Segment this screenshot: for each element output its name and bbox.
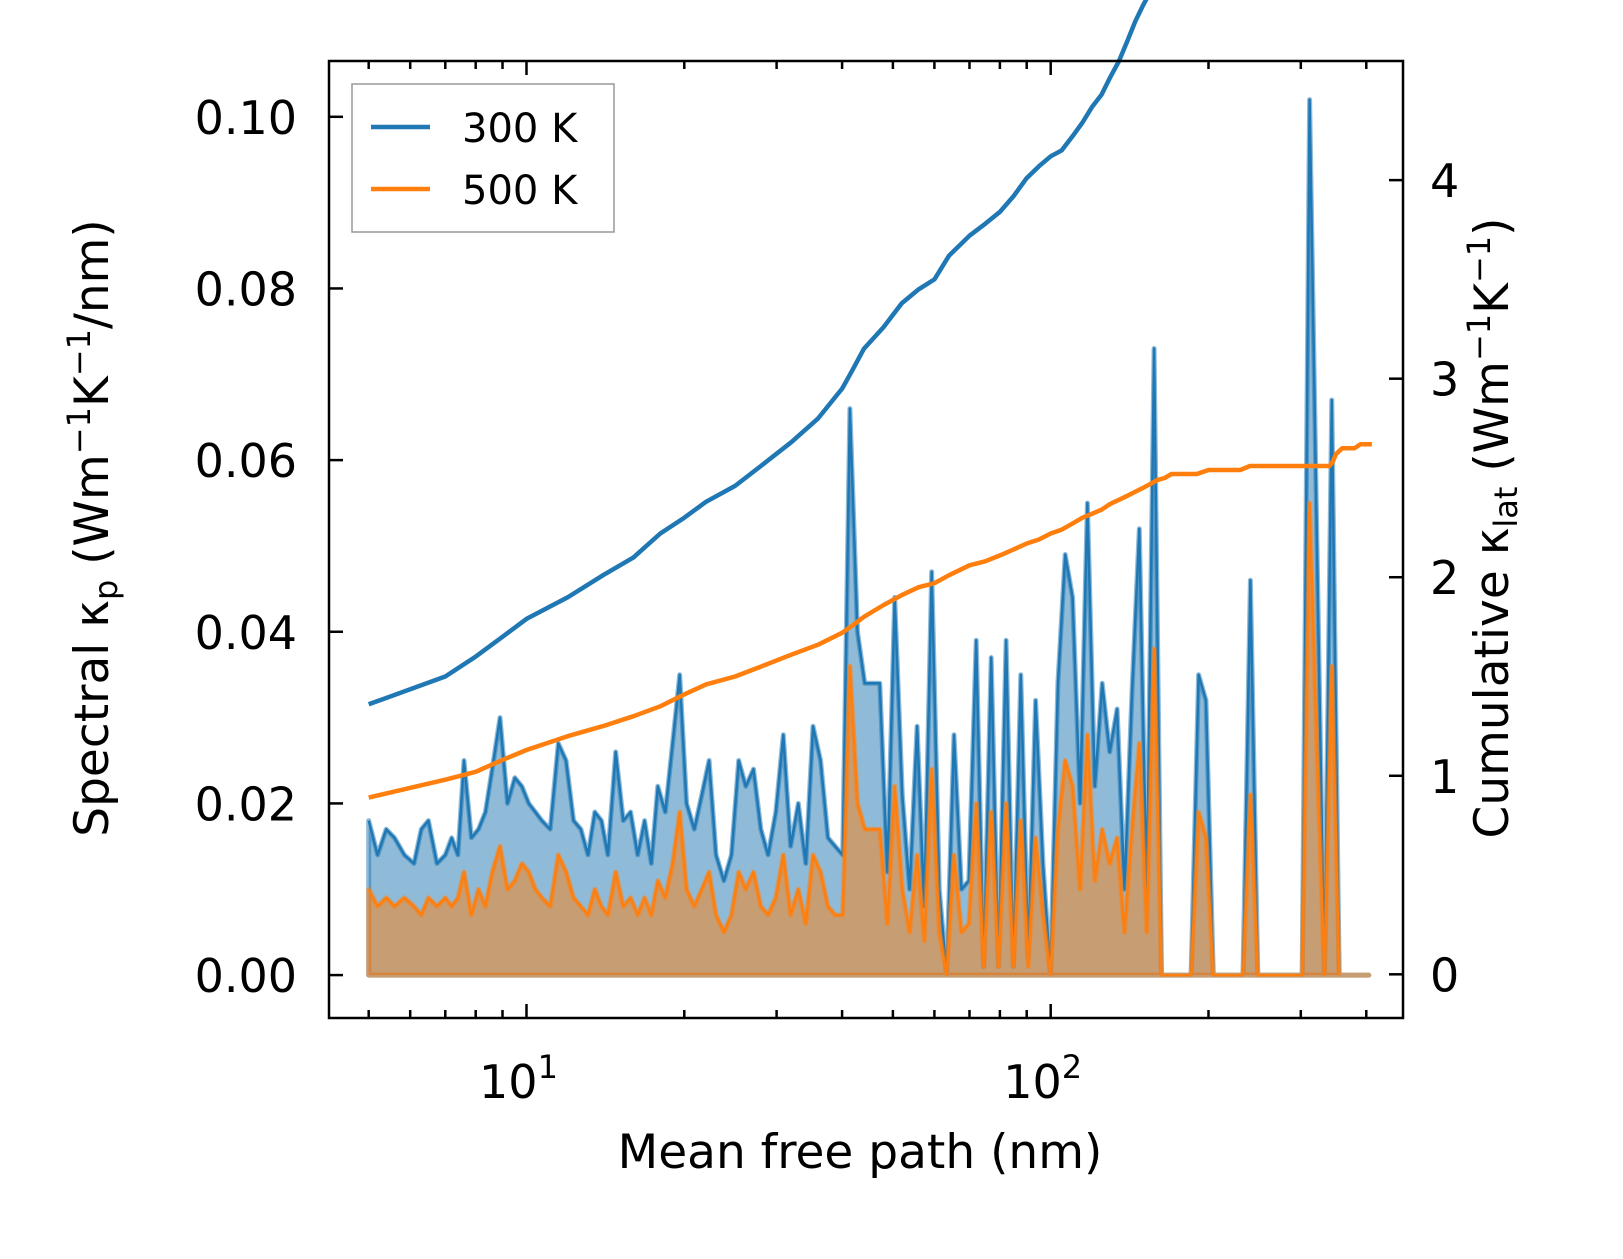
x-tick-label-1: 102 [1003, 1048, 1082, 1109]
legend-label-300k: 300 K [462, 106, 579, 152]
y-right-tick-label-2: 2 [1430, 551, 1459, 605]
spectral-line-500k [367, 501, 1341, 977]
legend: 300 K 500 K [351, 83, 615, 233]
y-right-tick-label-0: 0 [1430, 948, 1459, 1002]
tick-labels: 101 102 0.00 0.02 0.04 0.06 0.08 0.10 0 1 2 3 4 [195, 91, 1460, 1109]
y-left-tick-label-3: 0.06 [195, 434, 297, 488]
y-left-tick-label-1: 0.02 [195, 777, 297, 831]
y-right-tick-label-1: 1 [1430, 750, 1459, 804]
cumulative-line-300k [367, 0, 1149, 707]
y-right-tick-label-4: 4 [1430, 154, 1459, 208]
y-left-tick-label-2: 0.04 [195, 606, 297, 660]
y-left-tick-label-5: 0.10 [195, 91, 297, 145]
x-axis-label: Mean free path (nm) [618, 1125, 1103, 1180]
right-y-axis-label: Cumulative κlat (Wm−1K−1) [1460, 217, 1525, 838]
axis-ticks [329, 61, 1403, 1018]
cumulative-line-500k [368, 441, 1372, 800]
series-lines [367, 0, 1372, 800]
legend-box [351, 83, 615, 233]
left-y-axis-label: Spectral κp (Wm−1K−1/nm) [60, 219, 125, 836]
y-right-tick-label-3: 3 [1430, 353, 1459, 407]
legend-label-500k: 500 K [462, 168, 579, 214]
spectral-areas [366, 97, 1372, 978]
x-tick-label-0: 101 [479, 1048, 558, 1109]
y-left-tick-label-0: 0.00 [195, 949, 297, 1003]
y-left-tick-label-4: 0.08 [195, 262, 297, 316]
plot-frame [327, 59, 1405, 1020]
